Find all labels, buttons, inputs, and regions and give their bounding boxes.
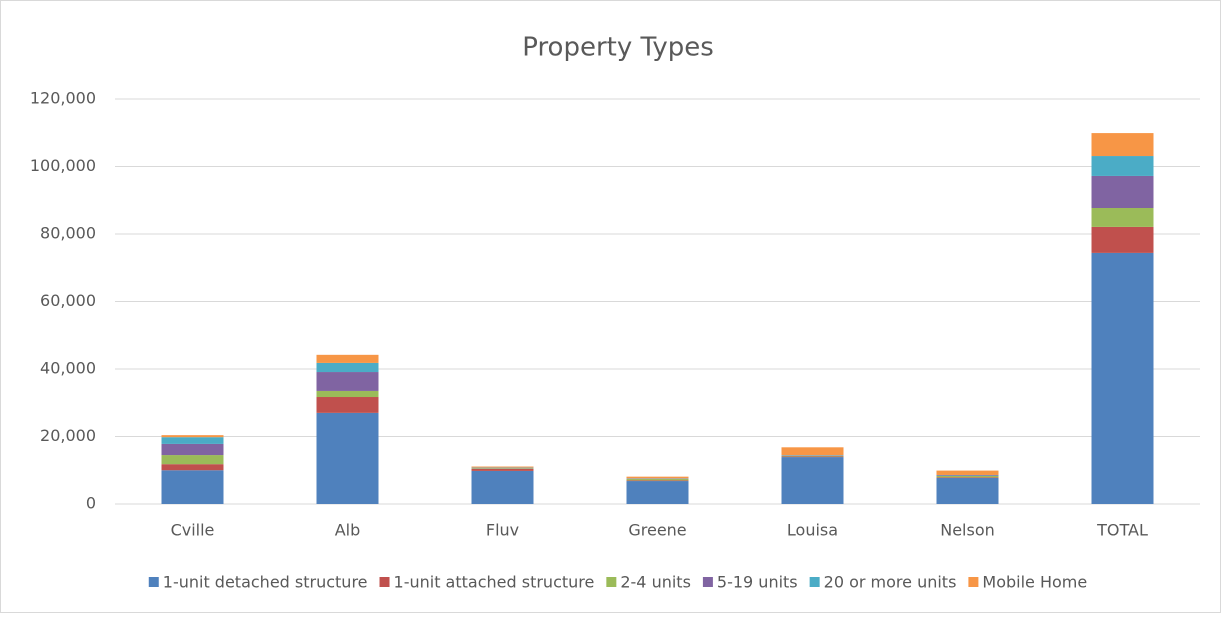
chart-title: Property Types — [522, 33, 714, 63]
bar-segment — [626, 480, 689, 482]
bar-segment — [471, 466, 534, 468]
bar-segment — [1091, 133, 1154, 157]
legend-label: 1-unit attached structure — [394, 573, 595, 592]
legend-swatch — [809, 577, 820, 587]
y-tick-label: 20,000 — [40, 426, 96, 445]
legend-label: 20 or more units — [824, 573, 957, 592]
y-tick-label: 80,000 — [40, 224, 96, 243]
legend-label: 1-unit detached structure — [163, 573, 368, 592]
y-tick-label: 40,000 — [40, 359, 96, 378]
bar-segment — [936, 475, 999, 478]
x-tick-label: Nelson — [940, 521, 995, 540]
bar-segment — [936, 478, 999, 504]
legend-swatch — [379, 577, 390, 587]
bar-segment — [316, 354, 379, 363]
bar-segment — [626, 479, 689, 481]
bar-segment — [161, 464, 224, 471]
bar-segment — [161, 455, 224, 465]
bar-segment — [936, 475, 999, 476]
bar-segment — [1091, 252, 1154, 504]
bar-segment — [316, 362, 379, 373]
bar-segment — [1091, 156, 1154, 176]
bar-segment — [626, 476, 689, 479]
bar-segment — [781, 456, 844, 458]
bar-segment — [161, 470, 224, 504]
bar-segment — [781, 447, 844, 456]
bar-segment — [161, 435, 224, 438]
y-tick-label: 120,000 — [30, 89, 96, 108]
y-tick-label: 60,000 — [40, 291, 96, 310]
legend-swatch — [702, 577, 713, 587]
bar-segment — [471, 468, 534, 471]
legend-label: 5-19 units — [717, 573, 798, 592]
bar-segment — [1091, 175, 1154, 209]
bar-segment — [471, 468, 534, 469]
bar-segment — [1091, 208, 1154, 227]
y-tick-label: 100,000 — [30, 156, 96, 175]
x-tick-label: TOTAL — [1096, 521, 1148, 540]
bar-segment — [316, 397, 379, 413]
x-tick-label: Cville — [171, 521, 215, 540]
bar-segment — [936, 470, 999, 475]
legend-swatch — [148, 577, 159, 587]
bar-segment — [161, 437, 224, 444]
legend-swatch — [606, 577, 617, 587]
bar-segment — [936, 477, 999, 479]
bar-segment — [316, 412, 379, 504]
x-tick-label: Alb — [335, 521, 361, 540]
bar-segment — [781, 457, 844, 504]
bar-segment — [626, 481, 689, 504]
x-tick-label: Fluv — [486, 521, 519, 540]
bar-segment — [471, 470, 534, 504]
x-tick-label: Greene — [628, 521, 686, 540]
legend-label: 2-4 units — [620, 573, 691, 592]
bar-segment — [161, 443, 224, 456]
bar-segment — [316, 372, 379, 391]
legend-swatch — [968, 577, 979, 587]
bar-segment — [781, 455, 844, 457]
y-tick-label: 0 — [86, 494, 96, 513]
x-tick-label: Louisa — [787, 521, 838, 540]
bar-segment — [316, 390, 379, 398]
legend-label: Mobile Home — [982, 573, 1087, 592]
bar-segment — [1091, 226, 1154, 253]
